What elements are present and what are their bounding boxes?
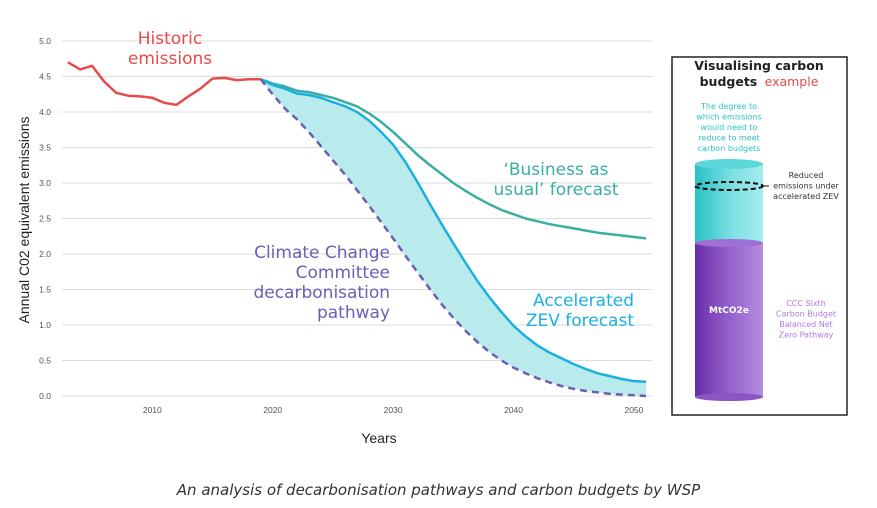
annotation-ccc: decarbonisation — [253, 283, 390, 303]
y-axis-label: Annual C02 equivalent emissions — [16, 116, 32, 323]
inset-title-word: budgets — [700, 74, 758, 89]
y-tick-label: 5.0 — [39, 36, 51, 46]
y-tick-label: 4.0 — [39, 107, 51, 117]
x-axis-label: Years — [361, 430, 396, 446]
x-tick-label: 2030 — [384, 405, 403, 415]
x-tick-label: 2010 — [143, 405, 162, 415]
x-tick-label: 2040 — [504, 405, 523, 415]
grid-lines — [62, 40, 652, 397]
annotation-bau: ‘Business as — [503, 160, 608, 180]
y-tick-label: 0.5 — [39, 356, 51, 366]
y-tick-label: 0.0 — [39, 391, 51, 401]
annotation-ccc: Climate Change — [254, 243, 390, 263]
y-tick-label: 4.5 — [39, 72, 51, 82]
y-tick-labels: 0.0 0.5 1.0 1.5 2.0 2.5 3.0 3.5 4.0 4.5 5.0 — [39, 36, 51, 401]
y-tick-label: 3.0 — [39, 178, 51, 188]
teal-cylinder — [695, 164, 763, 243]
purpleNote-line: Balanced Net — [779, 320, 833, 329]
series-line-3 — [259, 78, 647, 398]
series-line-2 — [260, 78, 647, 384]
y-tick-label: 2.0 — [39, 249, 51, 259]
y-tick-label: 1.5 — [39, 285, 51, 295]
figure-caption: An analysis of decarbonisation pathways … — [176, 481, 701, 499]
series-lines — [67, 61, 647, 398]
purpleNote-line: Zero Pathway — [779, 331, 834, 340]
y-tick-label: 3.5 — [39, 143, 51, 153]
purpleNote-line: Carbon Budget — [776, 310, 836, 319]
annotation-historic: Historic — [138, 29, 203, 49]
y-tick-label: 2.5 — [39, 214, 51, 224]
cylinder-label: MtCO2e — [709, 306, 749, 316]
x-tick-labels: 2010 2020 2030 2040 2050 — [143, 405, 644, 415]
annotation-historic: emissions — [128, 49, 212, 69]
annotation-zev: ZEV forecast — [526, 311, 635, 331]
reducedNote-line: Reduced — [789, 171, 824, 180]
series-line-1 — [260, 78, 647, 240]
tealNote-line: The degree to — [700, 102, 757, 111]
annotation-ccc: pathway — [317, 303, 390, 323]
purple-cylinder-base — [695, 393, 763, 401]
y-tick-label: 1.0 — [39, 320, 51, 330]
x-tick-label: 2050 — [624, 405, 643, 415]
annotation-zev: Accelerated — [533, 291, 634, 311]
x-tick-label: 2020 — [263, 405, 282, 415]
zev-ccc-band — [260, 79, 646, 397]
tealNote-line: would need to — [701, 123, 758, 132]
purple-cylinder — [695, 243, 763, 397]
tealNote-line: reduce to meet — [698, 134, 759, 143]
inset-title-accent: example — [765, 74, 819, 89]
teal-cylinder-top — [695, 159, 763, 169]
annotation-bau: usual’ forecast — [493, 180, 618, 200]
tealNote-line: which emissions — [696, 113, 761, 122]
carbon-budget-inset: Visualising carbon budgets example The d… — [671, 56, 848, 416]
purpleNote-line: CCC Sixth — [786, 299, 826, 308]
tealNote-line: carbon budgets — [698, 144, 761, 153]
inset-title-line1: Visualising carbon — [694, 58, 823, 73]
reducedNote-line: accelerated ZEV — [773, 192, 839, 201]
inset-title-line2: budgets example — [700, 74, 819, 89]
series-line-0 — [67, 61, 261, 107]
reducedNote-line: emissions under — [773, 182, 839, 191]
cylinder-divider — [695, 239, 763, 247]
annotation-ccc: Committee — [296, 263, 390, 283]
